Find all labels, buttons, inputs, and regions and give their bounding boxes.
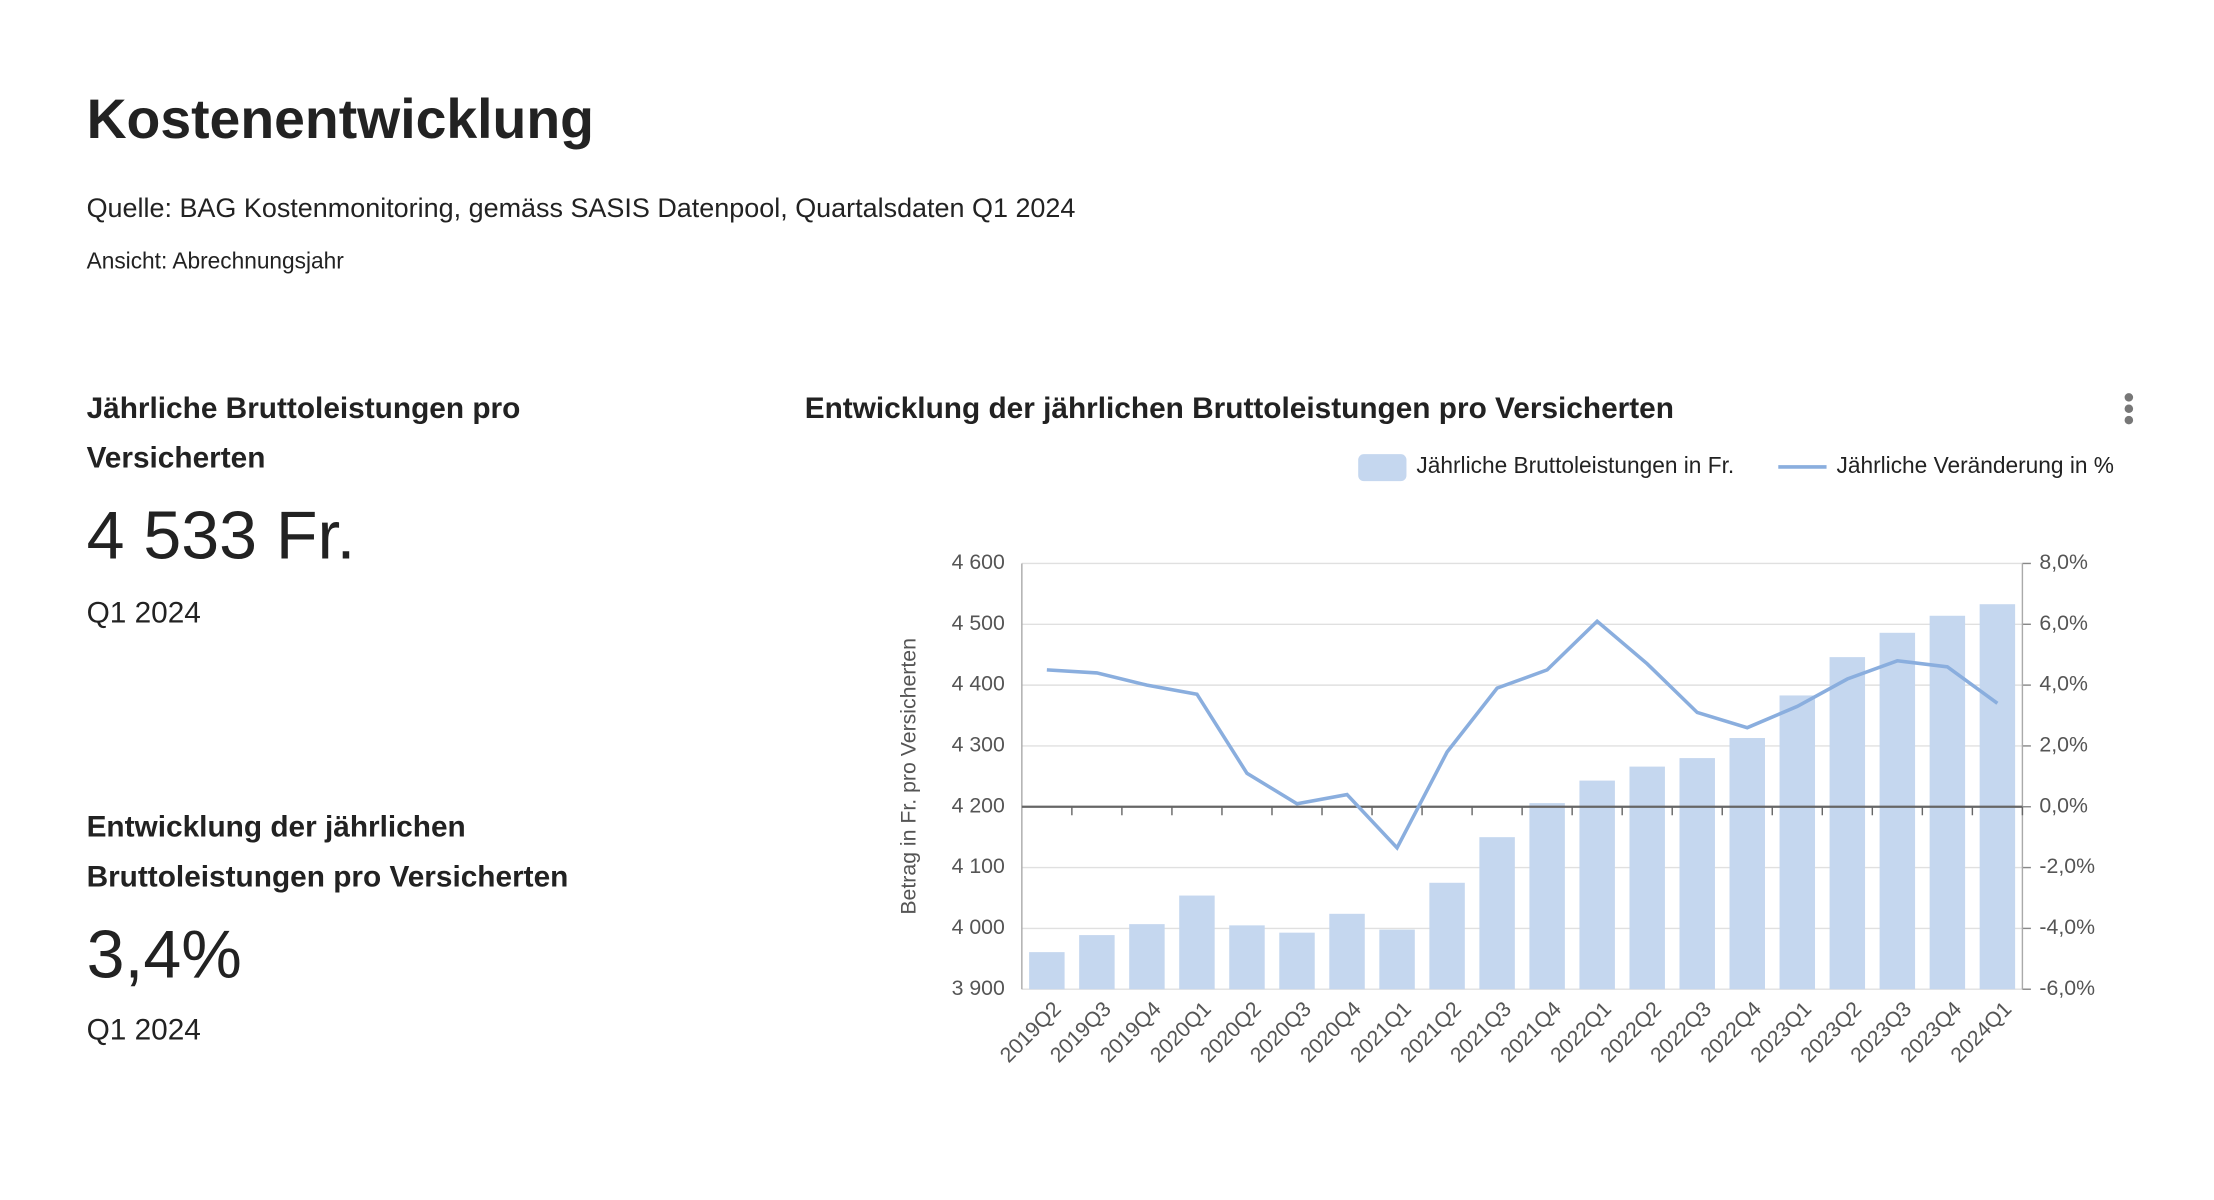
y2-tick-label: -2,0% bbox=[2039, 854, 2095, 878]
bar bbox=[1079, 935, 1115, 990]
kpi-title: Versicherten bbox=[87, 442, 266, 475]
y-tick-label: 4 000 bbox=[952, 915, 1005, 939]
bar bbox=[1479, 837, 1515, 990]
page-title: Kostenentwicklung bbox=[87, 88, 594, 150]
bar bbox=[1779, 695, 1816, 990]
bar bbox=[1329, 913, 1365, 990]
bar bbox=[1429, 882, 1465, 990]
legend-swatch bbox=[1358, 454, 1407, 482]
y2-tick-label: -6,0% bbox=[2039, 976, 2095, 1000]
bar bbox=[1729, 738, 1765, 990]
bar bbox=[1179, 895, 1215, 990]
y2-tick-label: 4,0% bbox=[2039, 672, 2088, 696]
menu-button[interactable] bbox=[2124, 393, 2134, 425]
view: Ansicht: Abrechnungsjahr bbox=[87, 248, 345, 274]
kpi-title: Jährliche Bruttoleistungen pro bbox=[87, 392, 521, 425]
kpi-title: Bruttoleistungen pro Versicherten bbox=[87, 860, 569, 893]
y-axis-title: Betrag in Fr. pro Versicherten bbox=[896, 638, 920, 915]
y-tick-label: 4 300 bbox=[952, 733, 1005, 757]
kpi-value: 3,4% bbox=[87, 916, 242, 992]
y2-tick-label: 2,0% bbox=[2039, 733, 2088, 757]
bar bbox=[1529, 803, 1565, 990]
kpi-value: 4 533 Fr. bbox=[87, 498, 356, 574]
bar bbox=[1829, 657, 1866, 990]
y2-tick-label: -4,0% bbox=[2039, 915, 2095, 939]
bar bbox=[1879, 632, 1916, 990]
kpi-period: Q1 2024 bbox=[87, 1014, 201, 1047]
bar bbox=[1029, 952, 1065, 990]
y-tick-label: 4 100 bbox=[952, 854, 1005, 878]
legend-label: Jährliche Bruttoleistungen in Fr. bbox=[1416, 452, 1734, 478]
y2-tick-label: 6,0% bbox=[2039, 611, 2088, 635]
y-tick-label: 4 400 bbox=[952, 672, 1005, 696]
bar bbox=[1229, 925, 1265, 990]
bar bbox=[1929, 615, 1966, 990]
y2-tick-label: 8,0% bbox=[2039, 550, 2088, 574]
y2-tick-label: 0,0% bbox=[2039, 793, 2088, 817]
kpi-title: Entwicklung der jährlichen bbox=[87, 811, 466, 844]
legend-label: Jährliche Veränderung in % bbox=[1836, 452, 2113, 478]
kpi-period: Q1 2024 bbox=[87, 596, 201, 629]
chart-title: Entwicklung der jährlichen Bruttoleistun… bbox=[805, 392, 1674, 425]
bar bbox=[1279, 932, 1315, 990]
y-tick-label: 3 900 bbox=[952, 976, 1005, 1000]
source: Quelle: BAG Kostenmonitoring, gemäss SAS… bbox=[87, 193, 1076, 223]
y-tick-label: 4 200 bbox=[952, 793, 1005, 817]
bar bbox=[1629, 766, 1665, 990]
bar bbox=[1379, 929, 1415, 990]
y-tick-label: 4 600 bbox=[952, 550, 1005, 574]
y-tick-label: 4 500 bbox=[952, 611, 1005, 635]
bar bbox=[1979, 604, 2016, 990]
line bbox=[1046, 618, 1999, 851]
bar bbox=[1129, 924, 1165, 990]
bar bbox=[1579, 780, 1615, 990]
bar bbox=[1679, 758, 1715, 990]
